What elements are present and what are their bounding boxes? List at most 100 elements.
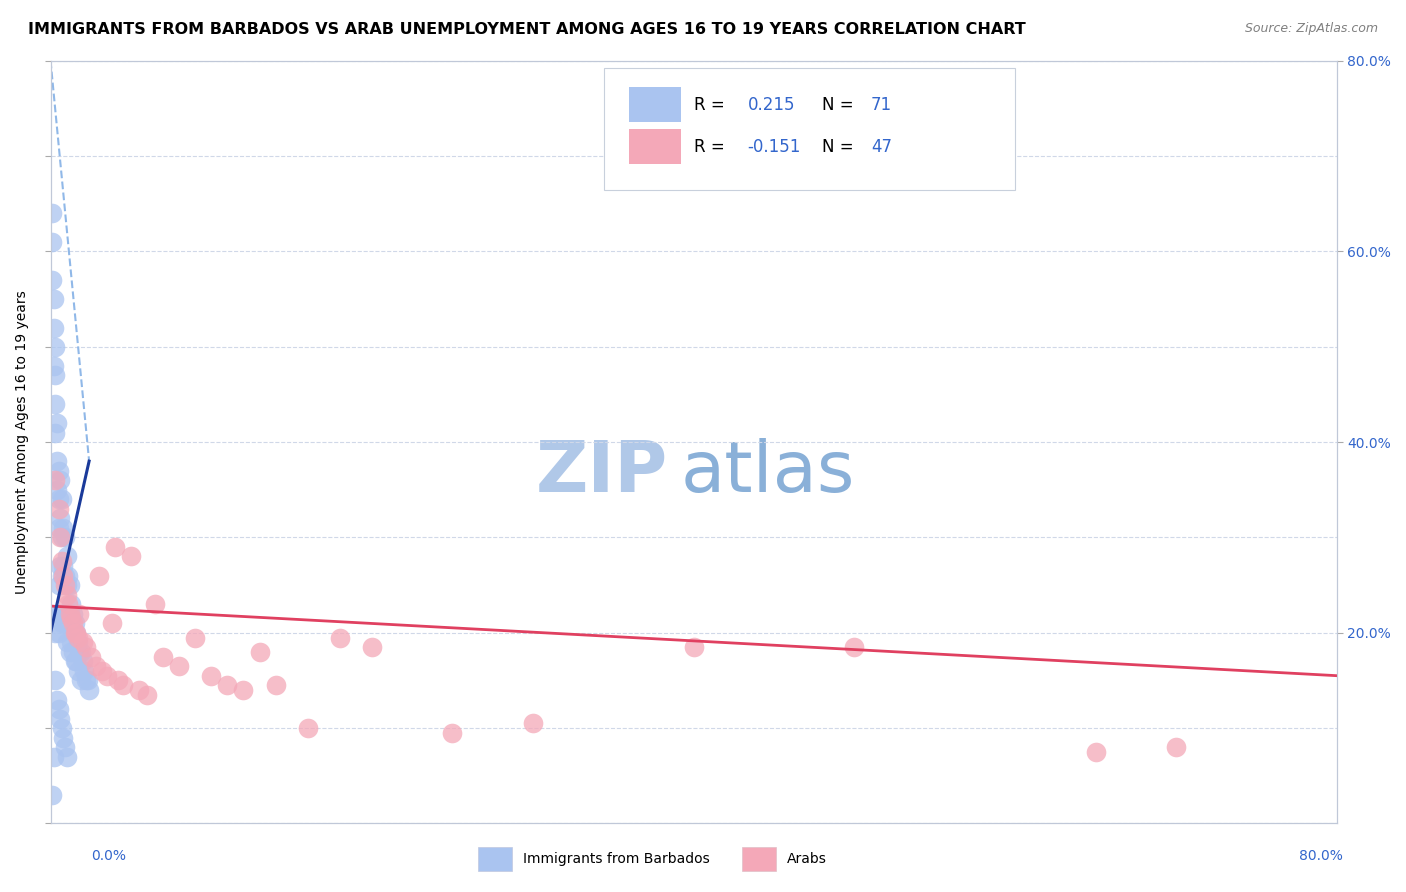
Point <box>63 654 86 668</box>
Point <box>59 607 82 621</box>
Point <box>329 631 352 645</box>
Text: N =: N = <box>823 95 859 114</box>
Point <box>91 664 114 678</box>
Point <box>42 749 65 764</box>
Point <box>49 559 72 574</box>
Point <box>69 645 91 659</box>
Point <box>49 530 72 544</box>
Point <box>152 649 174 664</box>
Point <box>84 659 107 673</box>
Point <box>72 635 94 649</box>
Point <box>49 511 72 525</box>
Text: ZIP: ZIP <box>536 438 668 507</box>
Point <box>51 616 73 631</box>
Point <box>59 607 82 621</box>
Point <box>60 611 83 625</box>
Point <box>52 559 75 574</box>
Point <box>44 425 66 440</box>
Point <box>143 597 166 611</box>
Text: R =: R = <box>693 95 730 114</box>
Point <box>48 625 70 640</box>
Text: 0.215: 0.215 <box>748 95 796 114</box>
Point <box>297 721 319 735</box>
Point <box>100 616 122 631</box>
Point <box>46 416 69 430</box>
Point <box>51 492 73 507</box>
Point <box>111 678 134 692</box>
Point <box>682 640 704 654</box>
Point <box>76 673 98 688</box>
Point <box>136 688 159 702</box>
Point <box>48 501 70 516</box>
Bar <box>742 847 776 871</box>
Text: N =: N = <box>823 138 859 156</box>
Point <box>87 568 110 582</box>
Text: 80.0%: 80.0% <box>1299 849 1343 863</box>
Point <box>58 597 80 611</box>
Point <box>49 712 72 726</box>
Point <box>120 549 142 564</box>
Point <box>41 788 63 802</box>
Point <box>53 568 76 582</box>
Point <box>217 678 239 692</box>
Point <box>184 631 207 645</box>
Bar <box>478 847 512 871</box>
Point <box>58 568 80 582</box>
Point <box>72 654 94 668</box>
Text: Source: ZipAtlas.com: Source: ZipAtlas.com <box>1244 22 1378 36</box>
Point <box>60 597 83 611</box>
Point <box>66 635 89 649</box>
Point <box>62 645 84 659</box>
Text: Immigrants from Barbados: Immigrants from Barbados <box>523 852 710 865</box>
Point <box>844 640 866 654</box>
Point <box>41 235 63 249</box>
Point <box>167 659 190 673</box>
Point <box>55 607 77 621</box>
Point <box>69 607 91 621</box>
Point <box>107 673 129 688</box>
Point <box>55 578 77 592</box>
Point <box>53 616 76 631</box>
FancyBboxPatch shape <box>603 69 1015 190</box>
Point <box>80 649 103 664</box>
Point <box>75 640 97 654</box>
Text: 47: 47 <box>872 138 893 156</box>
Point <box>77 683 100 698</box>
Text: -0.151: -0.151 <box>748 138 801 156</box>
Text: Arabs: Arabs <box>787 852 827 865</box>
Point <box>49 473 72 487</box>
Point <box>65 654 87 668</box>
Point <box>75 673 97 688</box>
Text: R =: R = <box>693 138 730 156</box>
Point <box>44 473 66 487</box>
Point <box>65 625 87 640</box>
Point <box>70 645 93 659</box>
Point <box>96 668 118 682</box>
Point <box>58 607 80 621</box>
Bar <box>630 129 681 163</box>
Point <box>53 578 76 592</box>
Point <box>52 521 75 535</box>
Point <box>104 540 127 554</box>
Point <box>51 721 73 735</box>
Point <box>44 397 66 411</box>
Point <box>361 640 384 654</box>
Point <box>62 616 84 631</box>
Point <box>52 607 75 621</box>
Point <box>42 320 65 334</box>
Point <box>48 492 70 507</box>
Point <box>41 273 63 287</box>
Point <box>63 625 86 640</box>
Point <box>52 568 75 582</box>
Point <box>46 454 69 468</box>
Bar <box>630 87 681 121</box>
Point <box>55 549 77 564</box>
Point <box>51 530 73 544</box>
Point <box>46 607 69 621</box>
Point <box>62 607 84 621</box>
Point <box>48 464 70 478</box>
Point <box>44 368 66 383</box>
Point <box>44 625 66 640</box>
Text: IMMIGRANTS FROM BARBADOS VS ARAB UNEMPLOYMENT AMONG AGES 16 TO 19 YEARS CORRELAT: IMMIGRANTS FROM BARBADOS VS ARAB UNEMPLO… <box>28 22 1026 37</box>
Point <box>66 664 89 678</box>
